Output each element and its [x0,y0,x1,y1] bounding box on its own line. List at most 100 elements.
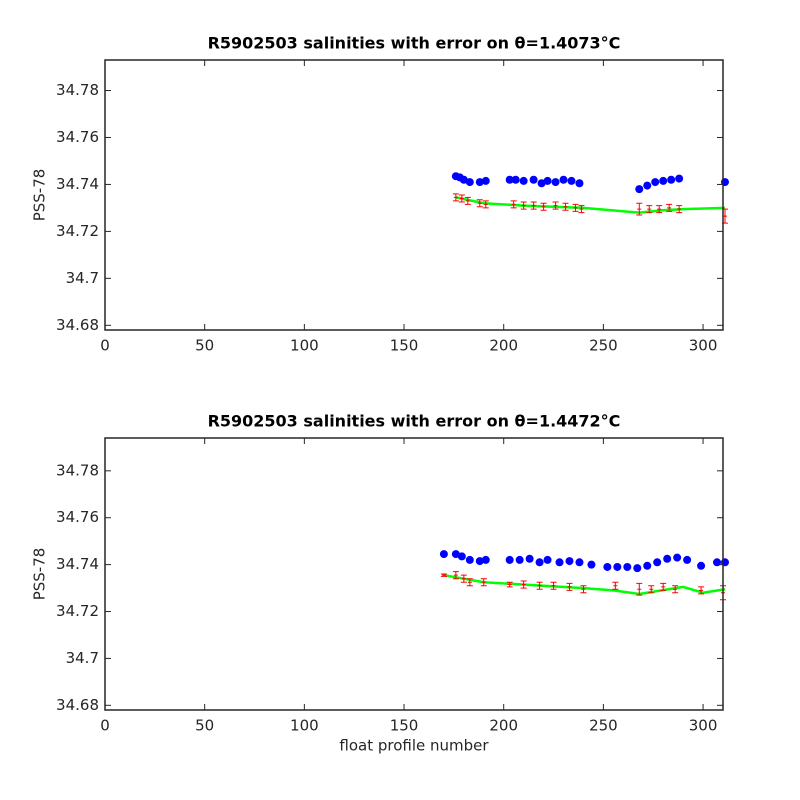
point [543,555,552,564]
point [575,179,584,188]
error-bar [536,581,543,590]
point [653,558,662,567]
point [635,185,644,194]
x-tick-label: 0 [100,337,110,355]
mapped-line [455,196,726,214]
y-axis-label: PSS-78 [31,169,49,222]
axes-frame [104,59,724,331]
chart-title: R5902503 salinities with error on θ=1.40… [208,34,621,53]
error-bar [636,202,643,216]
y-tick-label: 34.78 [56,461,99,479]
error-bar [721,208,728,224]
error-bar [460,574,467,583]
x-tick-label: 150 [390,717,419,735]
error-bar [476,199,483,208]
plot-area [439,550,729,601]
point [575,558,584,567]
point [651,178,660,187]
y-tick-label: 34.78 [56,81,99,99]
point [465,178,474,187]
error-bar [656,205,663,214]
point [565,557,574,566]
error-bar [458,194,465,203]
error-bar [440,573,447,577]
error-bar [612,581,619,590]
point [505,175,514,184]
x-tick-label: 200 [489,337,518,355]
error-bar [520,201,527,210]
y-tick-label: 34.72 [56,602,99,620]
error-bar [520,580,527,589]
point [515,555,524,564]
mapped-line [443,573,726,596]
error-bar [480,578,487,587]
point [457,552,466,561]
error-bar [672,585,679,594]
error-bar [530,201,537,210]
x-tick-label: 300 [689,337,718,355]
y-tick-label: 34.7 [66,269,99,287]
point [675,174,684,183]
error-bar [660,582,667,591]
error-bar [452,571,459,580]
error-bar [580,585,587,594]
error-bar [666,203,673,212]
x-tick-label: 100 [290,717,319,735]
point [713,558,722,567]
axes: R5902503 salinities with error on θ=1.40… [31,34,729,355]
x-tick-label: 250 [589,717,618,735]
point [551,178,560,187]
error-bar [646,205,653,214]
y-tick-label: 34.74 [56,555,99,573]
point [720,558,729,567]
error-bar [566,582,573,591]
point [529,175,538,184]
x-tick-label: 50 [195,337,214,355]
point [587,560,596,569]
error-bar [452,193,459,202]
x-tick-label: 300 [689,717,718,735]
point [481,555,490,564]
plot-area [451,172,729,224]
point [633,564,642,573]
point [465,555,474,564]
point [567,176,576,185]
y-tick-label: 34.7 [66,649,99,667]
y-tick-label: 34.74 [56,175,99,193]
point [475,178,484,187]
point [559,175,568,184]
error-bar [572,203,579,212]
point [543,176,552,185]
error-bar [510,200,517,209]
y-tick-label: 34.72 [56,222,99,240]
point [603,562,612,571]
error-bar [578,205,585,214]
y-axis-label: PSS-78 [31,548,49,601]
point [505,555,514,564]
point [659,176,668,185]
error-bar [466,578,473,587]
chart-title: R5902503 salinities with error on θ=1.44… [208,412,621,431]
y-tick-label: 34.68 [56,696,99,714]
point [481,176,490,185]
point [683,555,692,564]
error-bar [550,581,557,590]
point [555,558,564,567]
point [511,175,520,184]
x-tick-label: 150 [390,337,419,355]
y-tick-label: 34.68 [56,316,99,334]
point [663,554,672,563]
point [667,175,676,184]
error-bar [464,196,471,205]
point [643,181,652,190]
error-bar [540,202,547,211]
point [697,561,706,570]
point [720,178,729,187]
x-tick-label: 250 [589,337,618,355]
point [525,554,534,563]
x-tick-label: 0 [100,717,110,735]
error-bar [562,202,569,211]
x-tick-label: 100 [290,337,319,355]
point [535,558,544,567]
